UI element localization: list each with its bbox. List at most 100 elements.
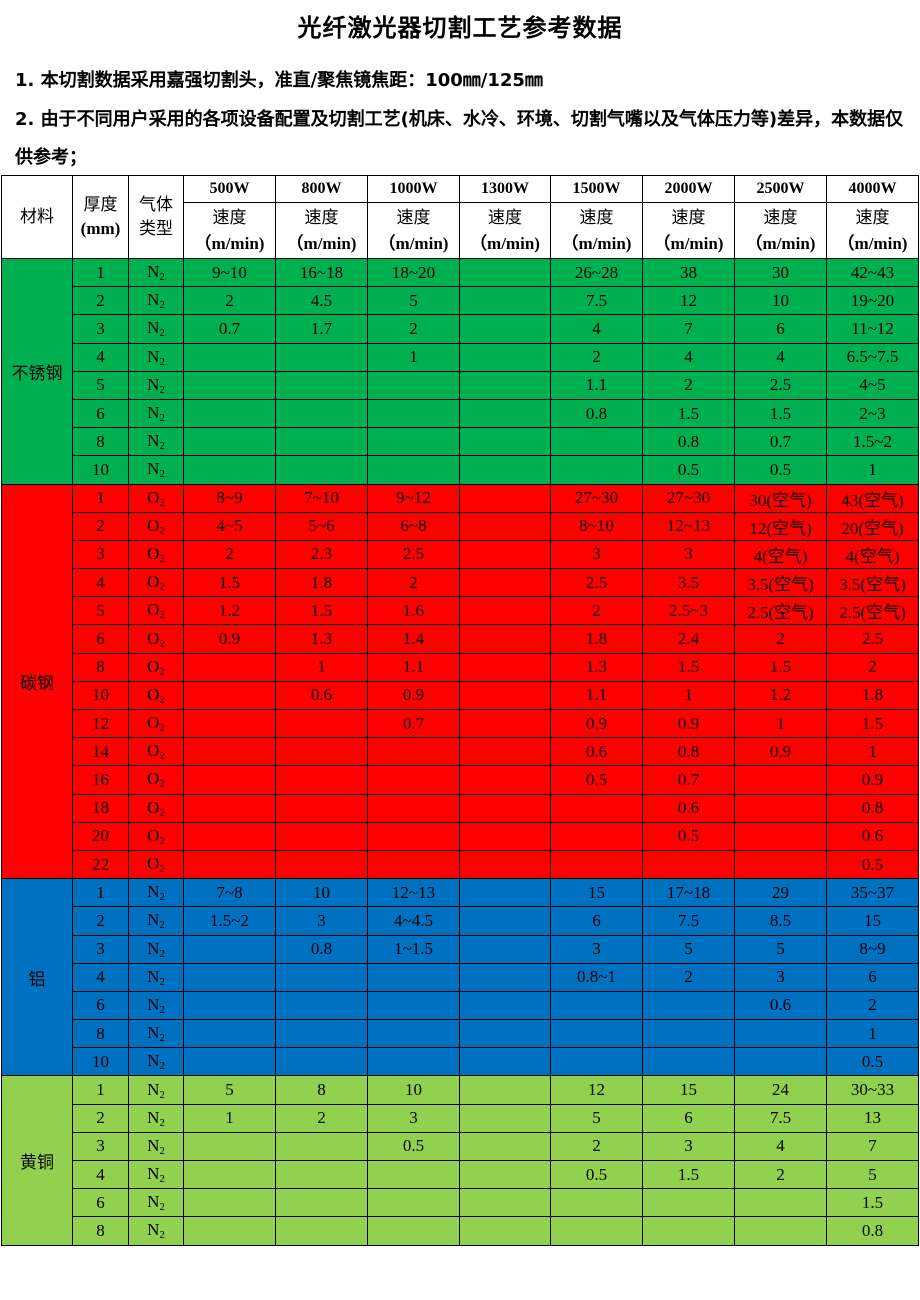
speed-cell bbox=[459, 1159, 551, 1190]
speed-cell: 0.9 bbox=[642, 708, 735, 739]
speed-cell bbox=[734, 793, 827, 823]
speed-cell bbox=[734, 1188, 827, 1218]
speed-cell bbox=[459, 314, 551, 344]
speed-cell: 1.5 bbox=[734, 652, 827, 682]
thickness-cell: 6 bbox=[72, 398, 129, 429]
speed-cell bbox=[550, 849, 643, 880]
speed-cell: 0.7 bbox=[642, 765, 735, 795]
speed-cell bbox=[550, 1216, 643, 1246]
speed-cell bbox=[183, 342, 276, 372]
speed-cell bbox=[459, 257, 551, 288]
gas-cell: N2 bbox=[128, 1159, 184, 1190]
speed-cell bbox=[550, 821, 643, 851]
speed-cell bbox=[459, 737, 551, 767]
speed-cell: 8~10 bbox=[550, 511, 643, 541]
speed-cell: 0.8 bbox=[550, 398, 643, 429]
speed-cell: 3 bbox=[642, 539, 735, 570]
gas-cell: N2 bbox=[128, 398, 184, 429]
speed-cell: 1.1 bbox=[550, 680, 643, 711]
speed-cell: 3.5 bbox=[642, 568, 735, 598]
speed-cell bbox=[183, 962, 276, 992]
speed-cell: 0.8 bbox=[275, 934, 368, 964]
table-row: 8 O2 1 1.1 1.3 1.5 1.5 2 bbox=[1, 652, 919, 682]
thickness-cell: 1 bbox=[72, 257, 129, 288]
speed-cell: 7~8 bbox=[183, 878, 276, 908]
table-row: 4 N2 0.8~1 2 3 6 bbox=[1, 962, 919, 992]
speed-cell: 9~10 bbox=[183, 257, 276, 288]
speed-cell: 2.3 bbox=[275, 539, 368, 570]
speed-cell: 27~30 bbox=[550, 483, 643, 513]
speed-cell: 1.5 bbox=[275, 596, 368, 626]
speed-cell: 8 bbox=[275, 1075, 368, 1105]
gas-cell: N2 bbox=[128, 427, 184, 457]
speed-cell: 1.3 bbox=[550, 652, 643, 682]
speed-cell bbox=[367, 1216, 460, 1246]
speed-cell: 4 bbox=[642, 342, 735, 372]
material-cell: 碳钢 bbox=[1, 483, 73, 880]
gas-cell: O2 bbox=[128, 680, 184, 711]
speed-cell: 15 bbox=[826, 906, 919, 936]
speed-cell: 1.4 bbox=[367, 624, 460, 654]
speed-cell bbox=[367, 821, 460, 851]
speed-cell: 30 bbox=[734, 257, 827, 288]
table-row: 6 N2 0.6 2 bbox=[1, 990, 919, 1021]
speed-cell bbox=[183, 370, 276, 400]
thickness-cell: 3 bbox=[72, 1131, 129, 1162]
speed-cell: 0.5 bbox=[550, 765, 643, 795]
speed-cell bbox=[367, 765, 460, 795]
table-row: 3 N2 0.7 1.7 2 4 7 6 11~12 bbox=[1, 314, 919, 344]
speed-cell: 2.4 bbox=[642, 624, 735, 654]
gas-cell: N2 bbox=[128, 257, 184, 288]
speed-cell: 1.1 bbox=[550, 370, 643, 400]
gas-cell: N2 bbox=[128, 1216, 184, 1246]
speed-cell bbox=[459, 1019, 551, 1049]
speed-cell: 3 bbox=[275, 906, 368, 936]
speed-cell: 3 bbox=[367, 1103, 460, 1133]
speed-cell bbox=[367, 1047, 460, 1077]
speed-cell bbox=[459, 1131, 551, 1162]
speed-cell bbox=[183, 652, 276, 682]
speed-cell: 0.8~1 bbox=[550, 962, 643, 992]
speed-cell bbox=[642, 849, 735, 880]
speed-cell: 4(空气) bbox=[734, 539, 827, 570]
gas-cell: O2 bbox=[128, 539, 184, 570]
speed-cell: 2 bbox=[550, 342, 643, 372]
gas-cell: O2 bbox=[128, 793, 184, 823]
speed-cell: 3.5(空气) bbox=[826, 568, 919, 598]
speed-cell bbox=[550, 1019, 643, 1049]
speed-cell: 2.5 bbox=[734, 370, 827, 400]
speed-cell: 24 bbox=[734, 1075, 827, 1105]
header-speed: 速度 （m/min) bbox=[642, 202, 735, 259]
speed-cell bbox=[183, 1019, 276, 1049]
speed-cell bbox=[275, 793, 368, 823]
speed-cell: 7.5 bbox=[550, 286, 643, 316]
gas-cell: N2 bbox=[128, 342, 184, 372]
speed-cell: 1 bbox=[275, 652, 368, 682]
thickness-cell: 5 bbox=[72, 370, 129, 400]
speed-cell: 1.8 bbox=[550, 624, 643, 654]
speed-cell: 10 bbox=[367, 1075, 460, 1105]
speed-unit: （m/min) bbox=[470, 233, 540, 253]
speed-unit: （m/min) bbox=[194, 233, 265, 253]
speed-cell: 26~28 bbox=[550, 257, 643, 288]
header-power-1300W: 1300W bbox=[459, 175, 551, 203]
speed-cell bbox=[275, 990, 368, 1021]
speed-cell bbox=[367, 370, 460, 400]
speed-cell bbox=[275, 737, 368, 767]
speed-cell bbox=[183, 737, 276, 767]
header-speed: 速度 （m/min) bbox=[459, 202, 551, 259]
speed-cell bbox=[459, 1075, 551, 1105]
speed-cell bbox=[275, 1131, 368, 1162]
speed-unit: （m/min) bbox=[561, 233, 632, 253]
speed-cell bbox=[275, 849, 368, 880]
header-speed: 速度 （m/min) bbox=[367, 202, 460, 259]
speed-cell: 1.5 bbox=[183, 568, 276, 598]
speed-cell: 6 bbox=[550, 906, 643, 936]
speed-cell bbox=[550, 1047, 643, 1077]
speed-cell bbox=[459, 878, 551, 908]
speed-cell: 0.5 bbox=[826, 1047, 919, 1077]
table-row: 3 N2 0.8 1~1.5 3 5 5 8~9 bbox=[1, 934, 919, 964]
speed-cell bbox=[459, 849, 551, 880]
table-row: 3 O2 2 2.3 2.5 3 3 4(空气) 4(空气) bbox=[1, 539, 919, 570]
table-row: 2 O2 4~5 5~6 6~8 8~10 12~13 12(空气) 20(空气) bbox=[1, 511, 919, 541]
